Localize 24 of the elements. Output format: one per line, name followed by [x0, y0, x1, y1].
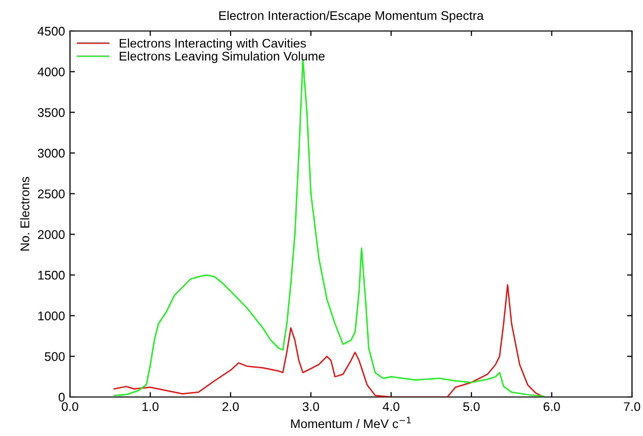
x-tick-label: 2.0 [222, 402, 239, 412]
y-tick-label: 1500 [38, 270, 65, 280]
y-tick-label: 500 [44, 352, 65, 361]
y-tick-label: 4500 [38, 26, 65, 36]
legend-label: Electrons Leaving Simulation Volume [120, 51, 325, 64]
x-axis-title: Momentum / MeV c$^{−1}$ [291, 416, 411, 428]
legend-label: Electrons Interacting with Cavities [120, 38, 306, 50]
y-tick-label: 3500 [38, 108, 65, 117]
y-axis-title: No. Electrons [20, 176, 30, 250]
y-tick-label: 1000 [38, 311, 65, 320]
chart-title: Electron Interaction/Escape Momentum Spectra [219, 10, 484, 22]
x-tick-label: 0.0 [62, 402, 78, 412]
x-tick-label: 5.0 [463, 402, 480, 412]
x-tick-label: 4.0 [382, 402, 400, 412]
x-tick-label: 7.0 [624, 402, 640, 412]
x-tick-label: 3.0 [302, 402, 320, 412]
y-tick-label: 2000 [38, 230, 65, 239]
x-tick-label: 1.0 [142, 402, 158, 412]
y-tick-label: 2500 [38, 189, 65, 198]
line-series [114, 284, 544, 397]
x-tick-label: 6.0 [544, 402, 560, 412]
y-tick-label: 4000 [38, 67, 65, 76]
y-tick-label: 3000 [38, 148, 65, 158]
y-tick-label: 0 [58, 392, 65, 402]
